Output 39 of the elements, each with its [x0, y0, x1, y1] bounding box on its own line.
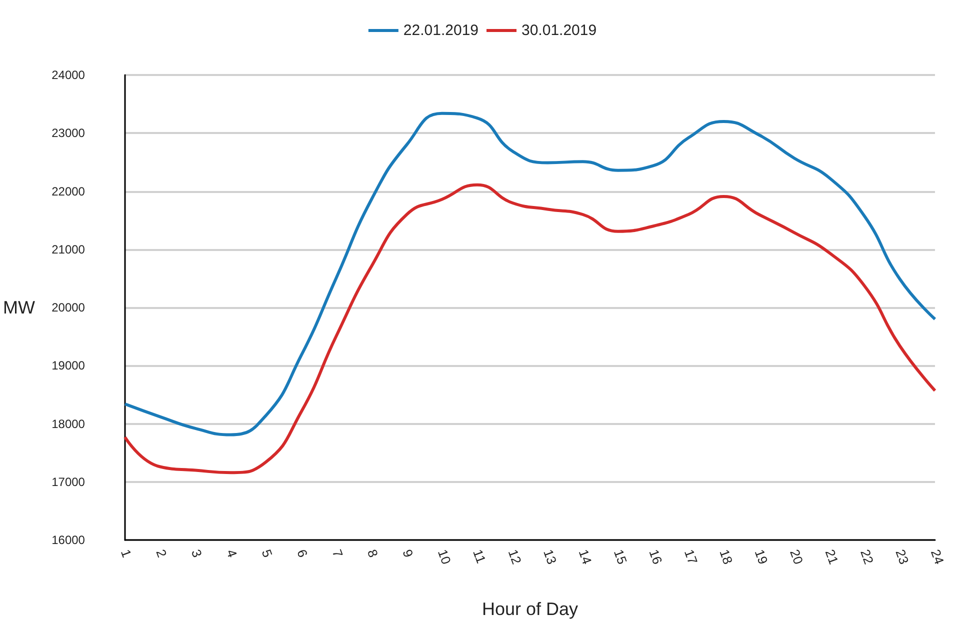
x-tick-label: 9 — [400, 547, 416, 560]
legend-label: 30.01.2019 — [522, 22, 597, 39]
line-series — [123, 112, 936, 436]
x-tick-label: 15 — [610, 547, 630, 566]
y-tick-label: 20000 — [52, 300, 86, 314]
y-tick-label: 24000 — [52, 68, 86, 82]
x-tick-label: 11 — [470, 547, 489, 566]
x-tick-label: 8 — [364, 547, 382, 560]
y-tick-label: 19000 — [52, 358, 86, 373]
y-tick-label: 22000 — [52, 184, 86, 198]
x-tick-label: 23 — [892, 547, 912, 566]
x-tick-label: 4 — [224, 547, 240, 560]
x-tick-label: 3 — [188, 547, 205, 560]
x-tick-label: 24 — [928, 547, 947, 566]
x-tick-label: 13 — [540, 547, 560, 566]
x-tick-label: 22 — [858, 547, 877, 566]
y-tick-label: 17000 — [52, 474, 86, 489]
x-tick-label: 10 — [434, 547, 454, 566]
x-tick-label: 5 — [258, 547, 276, 560]
x-tick-label: 20 — [787, 547, 806, 566]
x-tick-label: 21 — [822, 547, 842, 566]
y-axis-title: MW — [3, 298, 35, 318]
y-tick-label: 21000 — [52, 242, 86, 256]
x-tick-label: 1 — [118, 547, 135, 560]
y-tick-label: 18000 — [52, 416, 86, 431]
y-tick-label: 16000 — [52, 533, 86, 547]
x-tick-label: 14 — [576, 547, 595, 566]
y-tick-label: 23000 — [52, 126, 86, 140]
x-tick-label: 6 — [294, 547, 311, 560]
x-tick-label: 19 — [752, 547, 771, 566]
line-series — [123, 183, 936, 474]
x-tick-label: 18 — [716, 547, 736, 566]
x-axis-title: Hour of Day — [482, 599, 578, 619]
x-tick-label: 17 — [681, 547, 700, 566]
x-tick-label: 7 — [329, 547, 346, 560]
x-tick-label: 2 — [153, 547, 170, 560]
x-tick-label: 16 — [646, 547, 666, 566]
legend-label: 22.01.2019 — [403, 22, 479, 39]
x-tick-label: 12 — [505, 547, 524, 566]
